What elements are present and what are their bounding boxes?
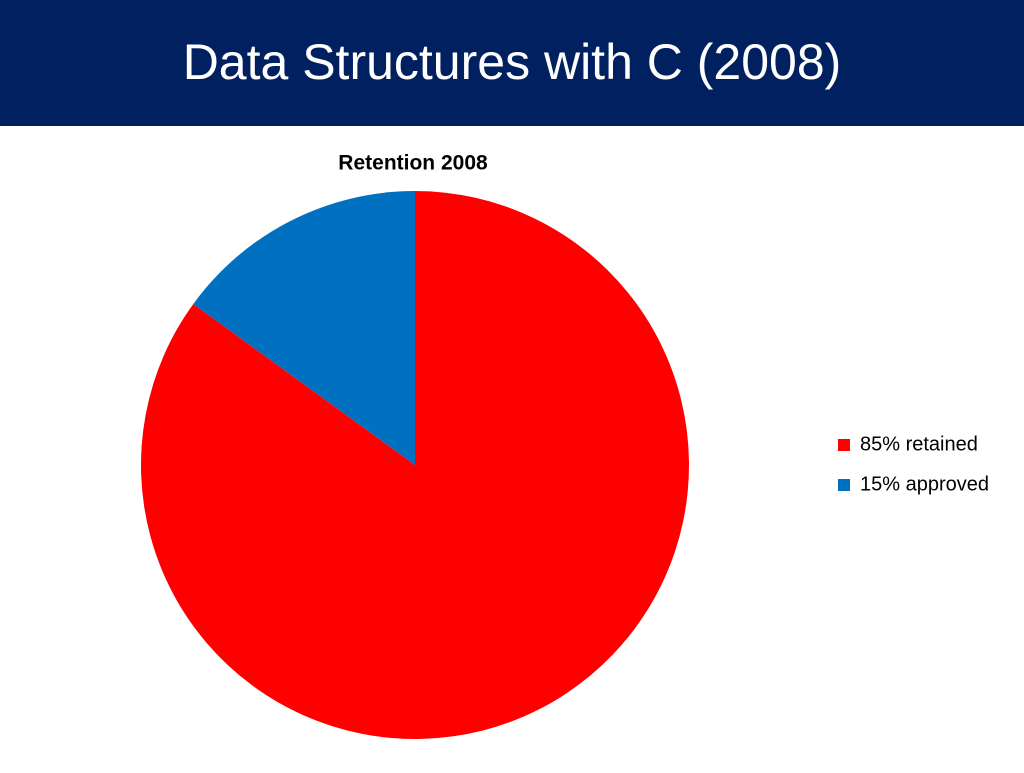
chart-title: Retention 2008 <box>338 152 488 175</box>
pie-slice <box>193 191 415 465</box>
legend-label: 85% retained <box>860 433 978 455</box>
header-band <box>0 0 1024 126</box>
slide-title: Data Structures with C (2008) <box>183 34 842 90</box>
legend-label: 15% approved <box>860 473 989 495</box>
legend-swatch <box>838 439 850 451</box>
legend-swatch <box>838 479 850 491</box>
pie-slice <box>140 191 690 740</box>
